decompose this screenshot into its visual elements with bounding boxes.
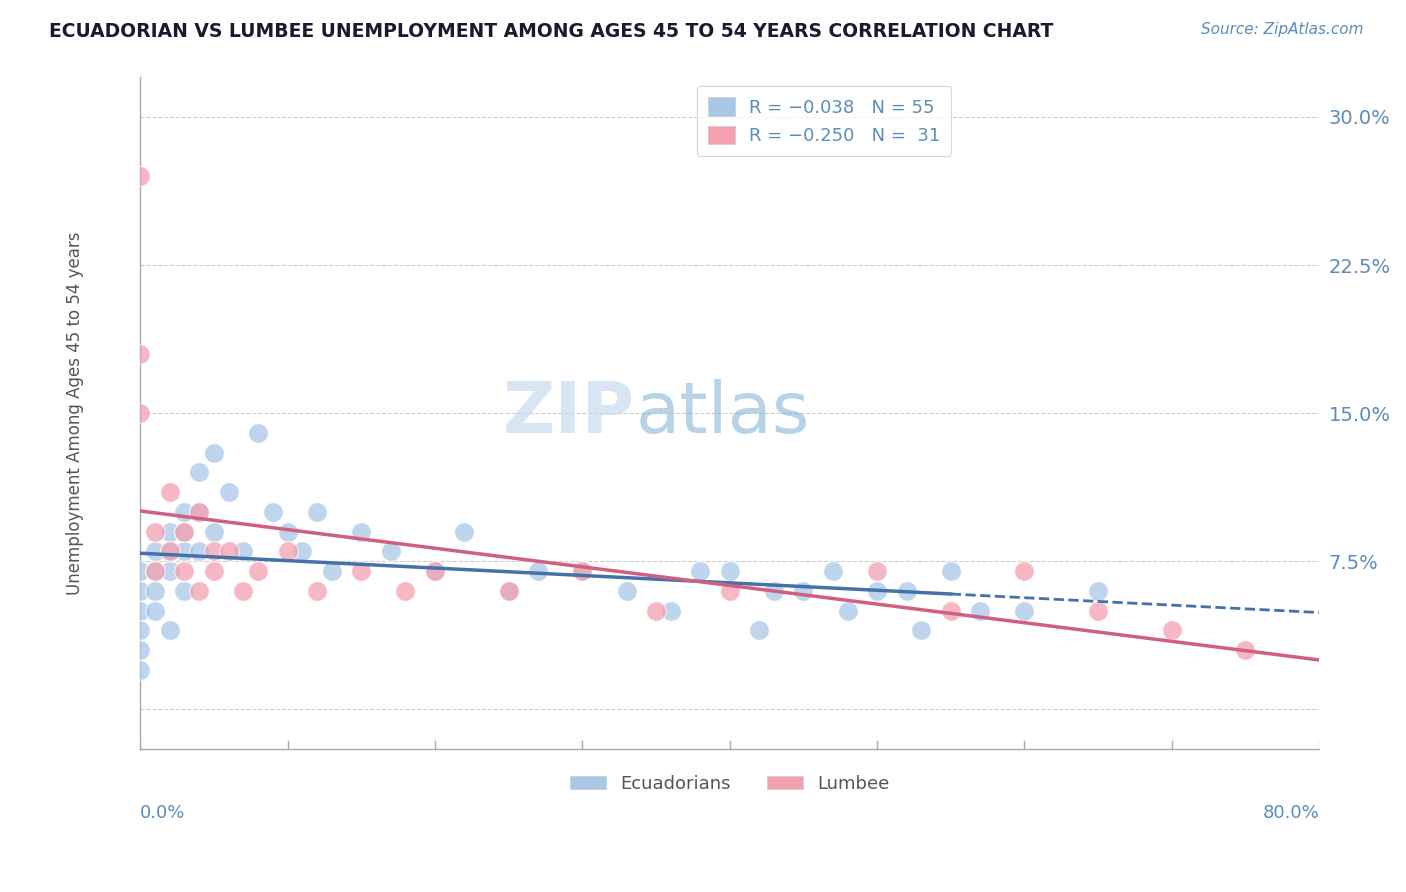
Point — [143, 604, 166, 618]
Point — [718, 583, 741, 598]
Point — [262, 505, 284, 519]
Point — [143, 524, 166, 539]
Legend: Ecuadorians, Lumbee: Ecuadorians, Lumbee — [562, 768, 897, 800]
Point — [188, 583, 211, 598]
Point — [232, 544, 254, 558]
Point — [188, 505, 211, 519]
Point — [173, 544, 195, 558]
Point — [453, 524, 475, 539]
Point — [969, 604, 991, 618]
Point — [498, 583, 520, 598]
Point — [277, 544, 299, 558]
Point — [645, 604, 668, 618]
Point — [129, 169, 152, 184]
Point — [1087, 604, 1109, 618]
Point — [129, 583, 152, 598]
Point — [173, 583, 195, 598]
Point — [159, 624, 181, 638]
Point — [1234, 643, 1257, 657]
Point — [188, 505, 211, 519]
Point — [291, 544, 314, 558]
Text: Source: ZipAtlas.com: Source: ZipAtlas.com — [1201, 22, 1364, 37]
Point — [792, 583, 814, 598]
Point — [910, 624, 932, 638]
Point — [173, 564, 195, 578]
Point — [173, 524, 195, 539]
Point — [616, 583, 638, 598]
Point — [202, 445, 225, 459]
Point — [571, 564, 593, 578]
Point — [188, 466, 211, 480]
Point — [218, 544, 240, 558]
Point — [1014, 604, 1036, 618]
Point — [659, 604, 682, 618]
Point — [498, 583, 520, 598]
Point — [837, 604, 859, 618]
Point — [571, 564, 593, 578]
Point — [247, 425, 270, 440]
Point — [143, 564, 166, 578]
Point — [173, 505, 195, 519]
Point — [866, 583, 889, 598]
Text: ECUADORIAN VS LUMBEE UNEMPLOYMENT AMONG AGES 45 TO 54 YEARS CORRELATION CHART: ECUADORIAN VS LUMBEE UNEMPLOYMENT AMONG … — [49, 22, 1053, 41]
Point — [423, 564, 446, 578]
Point — [394, 583, 416, 598]
Point — [321, 564, 343, 578]
Point — [202, 544, 225, 558]
Point — [202, 524, 225, 539]
Point — [129, 643, 152, 657]
Point — [866, 564, 889, 578]
Point — [277, 524, 299, 539]
Point — [1160, 624, 1182, 638]
Point — [305, 505, 328, 519]
Point — [129, 663, 152, 677]
Point — [159, 485, 181, 500]
Point — [350, 564, 373, 578]
Point — [821, 564, 844, 578]
Point — [129, 564, 152, 578]
Point — [218, 485, 240, 500]
Point — [202, 564, 225, 578]
Point — [159, 544, 181, 558]
Text: 0.0%: 0.0% — [141, 805, 186, 822]
Point — [143, 564, 166, 578]
Point — [129, 624, 152, 638]
Point — [1014, 564, 1036, 578]
Point — [173, 524, 195, 539]
Point — [896, 583, 918, 598]
Point — [939, 564, 962, 578]
Text: ZIP: ZIP — [503, 379, 636, 448]
Text: atlas: atlas — [636, 379, 810, 448]
Point — [527, 564, 550, 578]
Point — [1087, 583, 1109, 598]
Point — [305, 583, 328, 598]
Point — [718, 564, 741, 578]
Point — [129, 604, 152, 618]
Point — [232, 583, 254, 598]
Point — [143, 583, 166, 598]
Point — [762, 583, 785, 598]
Point — [247, 564, 270, 578]
Point — [159, 564, 181, 578]
Point — [380, 544, 402, 558]
Text: Unemployment Among Ages 45 to 54 years: Unemployment Among Ages 45 to 54 years — [66, 231, 84, 595]
Point — [143, 544, 166, 558]
Point — [129, 347, 152, 361]
Point — [350, 524, 373, 539]
Point — [129, 406, 152, 420]
Point — [939, 604, 962, 618]
Point — [423, 564, 446, 578]
Point — [748, 624, 770, 638]
Point — [159, 544, 181, 558]
Point — [188, 544, 211, 558]
Point — [689, 564, 711, 578]
Point — [159, 524, 181, 539]
Text: 80.0%: 80.0% — [1263, 805, 1319, 822]
